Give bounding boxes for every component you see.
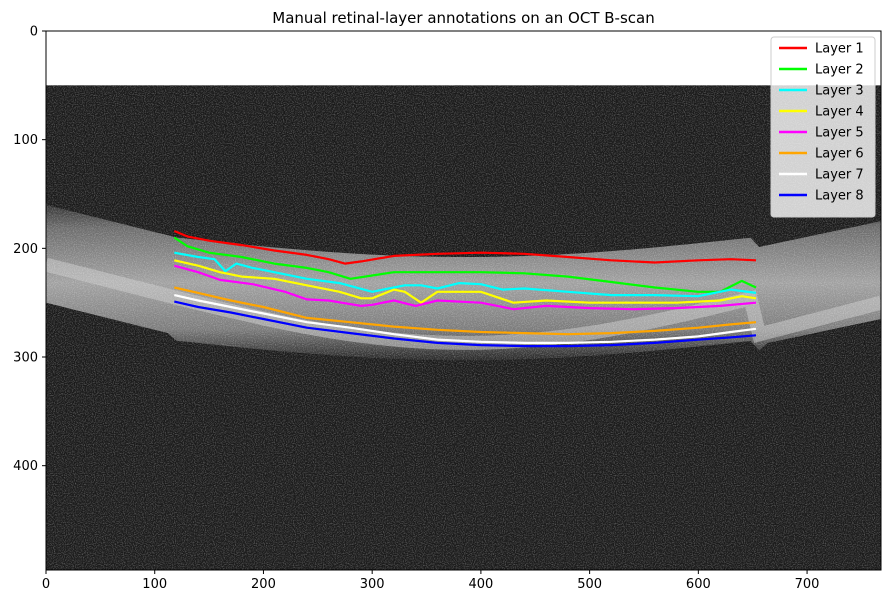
series-line-layer-1 bbox=[173, 229, 757, 265]
legend: Layer 1 Layer 2 Layer 3 Layer 4 Layer 5 Layer… bbox=[770, 36, 876, 218]
series-line-layer-2 bbox=[173, 236, 757, 293]
chart-title: Manual retinal-layer annotations on an O… bbox=[272, 9, 654, 27]
x-tick-label: 0 bbox=[42, 577, 50, 592]
layer-annotation-lines bbox=[173, 229, 757, 348]
legend-box bbox=[770, 36, 876, 218]
plot-frame bbox=[45, 30, 882, 571]
legend-label: Layer 6 bbox=[815, 147, 864, 162]
series-line-layer-4 bbox=[174, 259, 757, 304]
series-line-layer-3 bbox=[174, 251, 757, 298]
legend-label: Layer 3 bbox=[815, 84, 864, 99]
legend-label: Layer 4 bbox=[815, 105, 864, 120]
x-tick-label: 300 bbox=[360, 577, 385, 592]
x-tick-label: 400 bbox=[468, 577, 493, 592]
y-tick-label: 0 bbox=[30, 25, 38, 40]
legend-label: Layer 8 bbox=[815, 189, 864, 204]
series-line-layer-7 bbox=[174, 294, 757, 344]
series-line-layer-5 bbox=[174, 264, 757, 311]
y-tick-label: 300 bbox=[13, 351, 38, 366]
x-tick-label: 600 bbox=[686, 577, 711, 592]
legend-label: Layer 7 bbox=[815, 168, 864, 183]
legend-label: Layer 1 bbox=[815, 42, 864, 57]
series-line-layer-8 bbox=[174, 300, 757, 348]
axes: 0 100 200 300 400 500 600 700 0 100 200 300 400 bbox=[13, 25, 819, 593]
y-tick-label: 100 bbox=[13, 133, 38, 148]
legend-label: Layer 5 bbox=[815, 126, 864, 141]
x-tick-label: 700 bbox=[795, 577, 820, 592]
legend-label: Layer 2 bbox=[815, 63, 864, 78]
x-tick-label: 100 bbox=[142, 577, 167, 592]
x-tick-label: 500 bbox=[577, 577, 602, 592]
oct-bscan-image bbox=[46, 31, 881, 570]
series-line-layer-6 bbox=[174, 286, 757, 336]
y-tick-label: 400 bbox=[13, 459, 38, 474]
y-tick-label: 200 bbox=[13, 242, 38, 257]
x-tick-label: 200 bbox=[251, 577, 276, 592]
